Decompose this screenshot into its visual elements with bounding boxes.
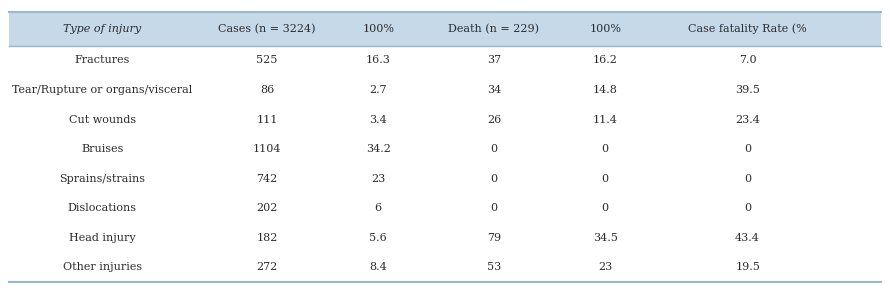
Text: 26: 26	[487, 115, 501, 125]
Text: 23: 23	[598, 263, 612, 273]
Text: 0: 0	[602, 144, 609, 154]
Bar	[9, 193, 881, 223]
Text: 0: 0	[744, 174, 751, 184]
Text: 23: 23	[371, 174, 385, 184]
Text: Cases (n = 3224): Cases (n = 3224)	[218, 24, 316, 34]
Text: 525: 525	[256, 55, 278, 65]
Text: 14.8: 14.8	[593, 85, 618, 95]
Text: 86: 86	[260, 85, 274, 95]
Text: 79: 79	[487, 233, 501, 243]
Text: 37: 37	[487, 55, 501, 65]
Text: 34.2: 34.2	[366, 144, 391, 154]
Bar	[9, 75, 881, 105]
Text: Tear/Rupture or organs/visceral: Tear/Rupture or organs/visceral	[12, 85, 192, 95]
Text: 19.5: 19.5	[735, 263, 760, 273]
Text: 100%: 100%	[362, 24, 394, 34]
Bar	[9, 46, 881, 75]
Bar	[9, 134, 881, 164]
Text: 0: 0	[490, 174, 498, 184]
Text: 0: 0	[602, 174, 609, 184]
Text: 0: 0	[744, 144, 751, 154]
Text: 202: 202	[256, 203, 278, 213]
Text: Fractures: Fractures	[75, 55, 130, 65]
Text: Death (n = 229): Death (n = 229)	[449, 24, 539, 34]
Text: 100%: 100%	[589, 24, 621, 34]
Text: Other injuries: Other injuries	[63, 263, 142, 273]
Text: 0: 0	[490, 203, 498, 213]
Text: 742: 742	[256, 174, 278, 184]
Text: 8.4: 8.4	[369, 263, 387, 273]
Text: 34.5: 34.5	[593, 233, 618, 243]
Bar	[9, 12, 881, 46]
Bar	[9, 223, 881, 253]
Text: 7.0: 7.0	[739, 55, 756, 65]
Text: 23.4: 23.4	[735, 115, 760, 125]
Text: 43.4: 43.4	[735, 233, 760, 243]
Text: 3.4: 3.4	[369, 115, 387, 125]
Text: Sprains/strains: Sprains/strains	[60, 174, 145, 184]
Text: 16.3: 16.3	[366, 55, 391, 65]
Text: 5.6: 5.6	[369, 233, 387, 243]
Text: 0: 0	[744, 203, 751, 213]
Text: 111: 111	[256, 115, 278, 125]
Bar	[9, 164, 881, 193]
Text: Type of injury: Type of injury	[63, 24, 142, 34]
Text: 16.2: 16.2	[593, 55, 618, 65]
Text: Case fatality Rate (%: Case fatality Rate (%	[688, 24, 807, 34]
Text: Bruises: Bruises	[81, 144, 124, 154]
Bar	[9, 105, 881, 134]
Text: 34: 34	[487, 85, 501, 95]
Text: 11.4: 11.4	[593, 115, 618, 125]
Text: 182: 182	[256, 233, 278, 243]
Text: 272: 272	[256, 263, 278, 273]
Text: 2.7: 2.7	[369, 85, 387, 95]
Text: Cut wounds: Cut wounds	[69, 115, 136, 125]
Text: Head injury: Head injury	[69, 233, 135, 243]
Text: 39.5: 39.5	[735, 85, 760, 95]
Text: 53: 53	[487, 263, 501, 273]
Text: 1104: 1104	[253, 144, 281, 154]
Text: 6: 6	[375, 203, 382, 213]
Text: 0: 0	[602, 203, 609, 213]
Bar	[9, 253, 881, 282]
Text: Dislocations: Dislocations	[68, 203, 137, 213]
Text: 0: 0	[490, 144, 498, 154]
